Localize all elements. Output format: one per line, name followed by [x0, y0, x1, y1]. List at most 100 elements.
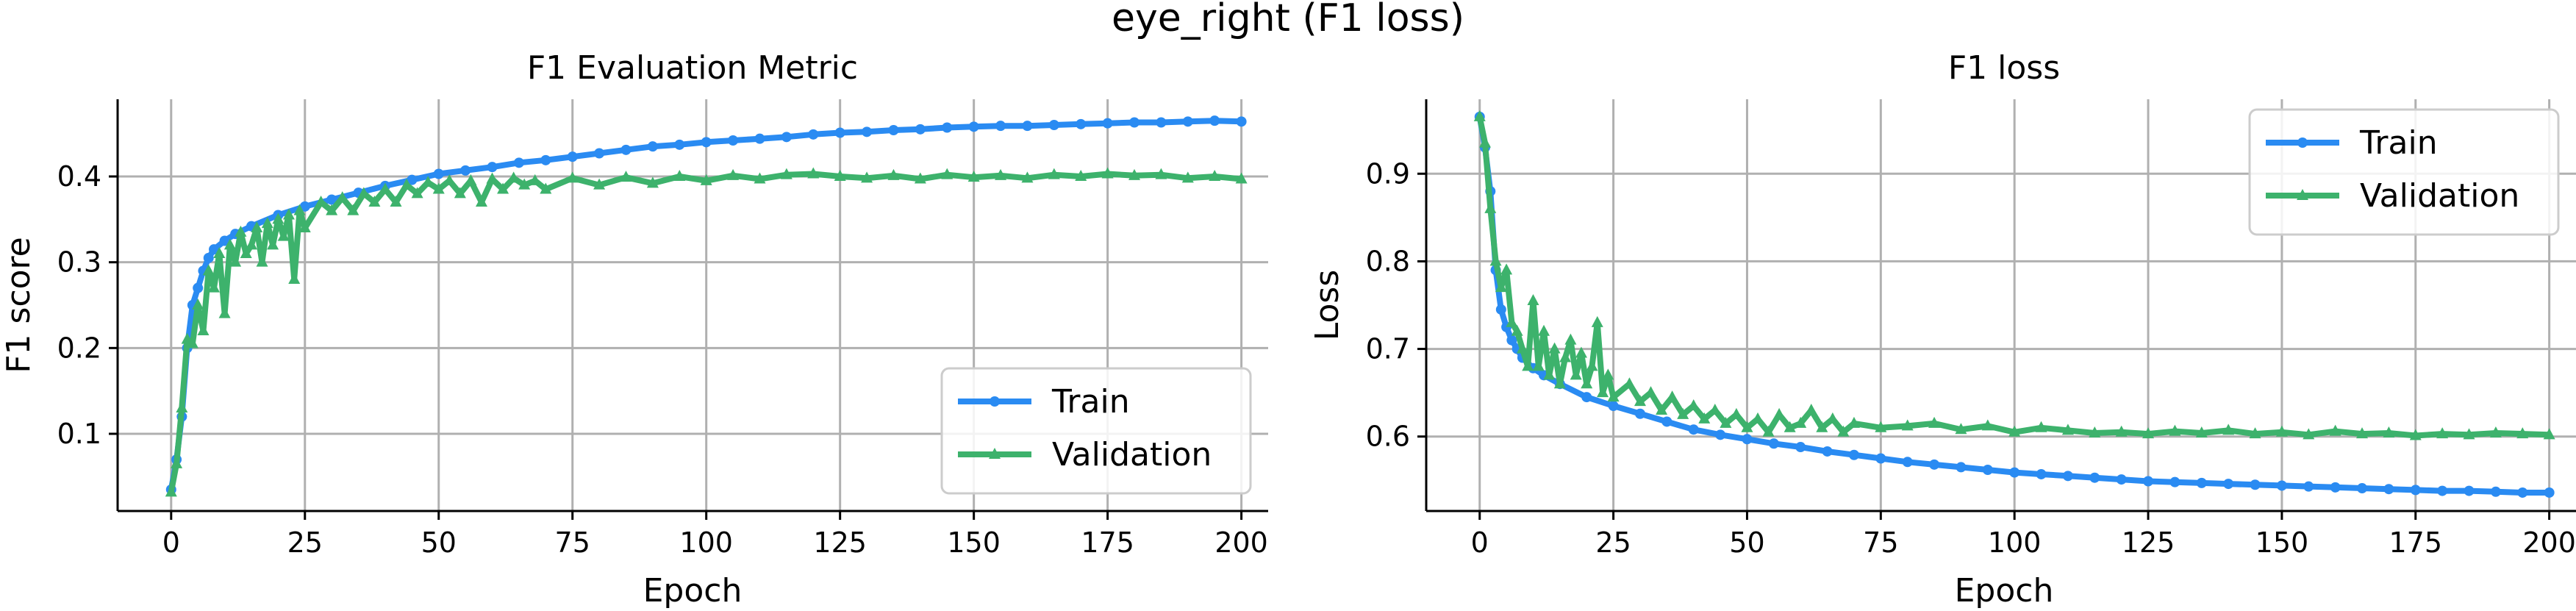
data-point: [1715, 429, 1726, 440]
data-point: [1773, 407, 1786, 419]
legend-swatch-marker: [989, 448, 1001, 459]
data-point: [1075, 170, 1087, 181]
data-point: [401, 178, 413, 190]
data-point: [193, 282, 204, 293]
y-tick-label: 0.3: [57, 246, 101, 279]
y-tick-label: 0.4: [57, 160, 101, 193]
data-point: [888, 125, 899, 135]
x-tick-label: 150: [947, 526, 1001, 559]
data-point: [1209, 115, 1220, 126]
data-point: [2330, 482, 2341, 493]
data-point: [497, 182, 509, 194]
data-point: [1902, 457, 1913, 468]
data-point: [2303, 481, 2314, 492]
data-point: [245, 238, 257, 250]
x-tick-label: 50: [1729, 526, 1764, 559]
data-point: [1955, 423, 1967, 435]
data-point: [223, 238, 236, 250]
data-point: [2356, 427, 2369, 439]
data-point: [2517, 487, 2528, 498]
data-point: [727, 168, 740, 180]
data-point: [1532, 360, 1545, 371]
data-point: [1623, 377, 1636, 389]
x-tick-label: 200: [2522, 526, 2576, 559]
data-point: [1591, 315, 1603, 327]
data-point: [1511, 324, 1523, 336]
data-point: [1730, 407, 1742, 419]
x-tick-label: 125: [2122, 526, 2175, 559]
data-point: [2089, 426, 2101, 437]
data-point: [2169, 424, 2181, 436]
data-point: [2223, 479, 2234, 490]
data-point: [2436, 427, 2449, 439]
data-point: [1522, 360, 1534, 371]
data-point: [454, 187, 466, 199]
data-point: [2383, 484, 2394, 495]
data-point: [2249, 427, 2261, 439]
data-point: [2383, 426, 2395, 437]
data-point: [299, 201, 310, 212]
data-point: [594, 148, 605, 159]
data-point: [1102, 118, 1113, 129]
data-point: [1473, 110, 1486, 121]
data-point: [2544, 487, 2555, 498]
data-point: [808, 129, 819, 140]
x-tick-label: 75: [1863, 526, 1898, 559]
data-point: [2169, 476, 2180, 487]
data-point: [1816, 421, 1828, 432]
x-tick-label: 0: [162, 526, 180, 559]
data-point: [1709, 403, 1721, 415]
data-point: [2061, 424, 2074, 435]
x-tick-label: 75: [555, 526, 590, 559]
data-point: [1741, 421, 1753, 432]
data-point: [2275, 425, 2288, 437]
data-point: [209, 244, 220, 255]
x-axis-label: Epoch: [1955, 572, 2054, 610]
data-point: [1956, 462, 1967, 473]
data-point: [1656, 403, 1668, 415]
data-point: [674, 139, 685, 150]
data-point: [181, 332, 193, 344]
data-point: [513, 157, 524, 168]
data-point: [1048, 168, 1060, 179]
data-point: [781, 132, 792, 143]
chart-panel-f1-loss: F1 loss Epoch Loss 0 25 50 75 100 125 150 175 20…: [1309, 49, 2576, 610]
axes: 0 25 50 75 100 125 150 175 200 0.6 0.7 0.8 0.9: [1366, 99, 2576, 559]
data-point: [700, 174, 712, 185]
data-point: [1698, 412, 1711, 424]
data-point: [2222, 424, 2235, 435]
data-point: [1129, 117, 1140, 128]
data-point: [1795, 442, 1806, 453]
data-point: [1783, 421, 1796, 432]
data-point: [1570, 368, 1582, 380]
data-point: [2196, 477, 2207, 488]
x-tick-label: 175: [1081, 526, 1134, 559]
data-point: [2195, 426, 2208, 437]
data-point: [2008, 425, 2021, 437]
legend-swatch-marker: [2297, 189, 2308, 200]
data-point: [518, 178, 531, 190]
x-tick-label: 25: [287, 526, 323, 559]
data-point: [486, 172, 498, 184]
data-point: [379, 182, 391, 194]
data-point: [1837, 425, 1850, 437]
data-point: [1101, 167, 1114, 179]
data-point: [507, 171, 520, 183]
data-point: [1538, 324, 1550, 336]
x-tick-label: 200: [1214, 526, 1268, 559]
data-point: [2009, 467, 2020, 478]
data-point: [1634, 395, 1646, 407]
data-point: [647, 141, 658, 152]
data-point: [1597, 386, 1609, 398]
data-point: [347, 204, 359, 215]
series-validation: [165, 167, 1248, 497]
data-point: [1805, 403, 1817, 415]
y-axis-label: F1 score: [0, 237, 37, 374]
data-point: [422, 176, 434, 187]
data-point: [1543, 368, 1556, 380]
data-point: [1661, 416, 1672, 427]
data-point: [2464, 485, 2475, 496]
series-train: [165, 115, 1247, 495]
